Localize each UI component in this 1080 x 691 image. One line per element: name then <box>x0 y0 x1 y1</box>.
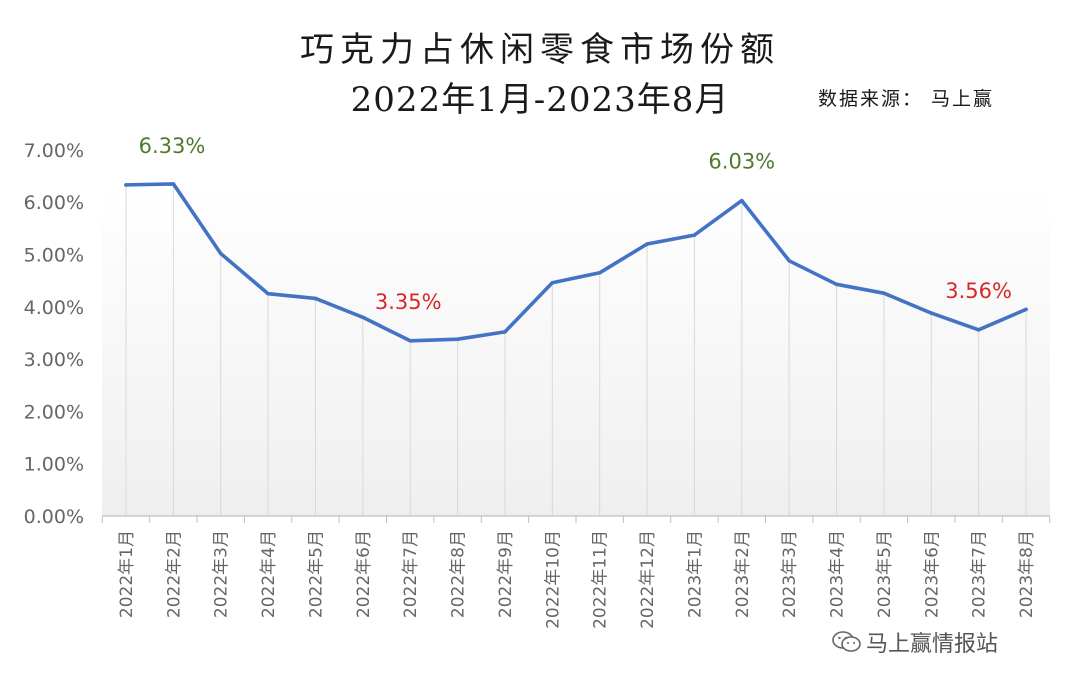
data-point <box>408 338 413 343</box>
x-tick-label: 2023年8月 <box>1017 530 1037 618</box>
x-tick-label: 2022年2月 <box>164 530 184 618</box>
x-tick-label: 2022年11月 <box>591 530 611 629</box>
watermark: 马上赢情报站 <box>832 626 998 660</box>
data-point <box>645 242 649 246</box>
data-point <box>266 291 270 296</box>
data-point <box>171 182 176 186</box>
y-tick-label: 6.00% <box>24 192 84 214</box>
data-point <box>976 328 981 332</box>
y-tick-label: 0.00% <box>24 506 84 528</box>
data-label: 6.03% <box>708 150 775 174</box>
y-tick-label: 4.00% <box>24 297 84 319</box>
x-tick-label: 2022年6月 <box>354 530 374 618</box>
chart-title-line1: 巧克力占休闲零食市场份额 <box>300 30 780 70</box>
x-tick-label: 2022年9月 <box>496 530 516 618</box>
x-tick-label: 2023年1月 <box>685 530 705 618</box>
y-tick-label: 7.00% <box>24 140 84 162</box>
x-tick-label: 2022年1月 <box>117 530 137 618</box>
plot-background <box>102 185 1050 516</box>
data-point <box>739 198 744 203</box>
x-tick-label: 2023年6月 <box>922 530 942 618</box>
x-tick-label: 2022年5月 <box>306 530 326 618</box>
data-point <box>550 280 555 285</box>
data-point <box>361 315 365 320</box>
y-tick-label: 2.00% <box>24 401 84 423</box>
data-label: 3.56% <box>945 279 1012 303</box>
data-point <box>1024 307 1028 312</box>
data-label: 3.35% <box>375 290 442 314</box>
x-tick-label: 2023年4月 <box>828 530 848 618</box>
data-point <box>834 282 839 287</box>
x-tick-label: 2022年4月 <box>259 530 279 618</box>
x-tick-label: 2022年8月 <box>449 530 469 618</box>
series-line <box>124 182 1028 343</box>
data-source-label: 数据来源： 马上赢 <box>818 88 995 110</box>
x-tick-label: 2022年3月 <box>212 530 232 618</box>
data-point <box>455 337 460 342</box>
data-label: 6.33% <box>139 134 206 158</box>
data-point <box>929 311 934 315</box>
data-point <box>882 291 886 296</box>
x-tick-label: 2022年12月 <box>638 530 658 629</box>
x-tick-label: 2023年7月 <box>970 530 990 618</box>
chart-title-line2: 2022年1月-2023年8月 <box>350 80 730 120</box>
x-tick-label: 2022年10月 <box>543 530 563 629</box>
data-point <box>218 251 223 256</box>
x-tick-label: 2023年5月 <box>875 530 895 618</box>
watermark-text: 马上赢情报站 <box>866 632 999 657</box>
wechat-icon <box>832 630 862 660</box>
data-point <box>124 183 128 187</box>
data-point <box>787 258 791 263</box>
y-tick-label: 3.00% <box>24 349 84 371</box>
y-tick-label: 1.00% <box>24 454 84 476</box>
data-point <box>692 233 697 237</box>
data-point <box>503 330 507 334</box>
x-tick-label: 2023年3月 <box>780 530 800 618</box>
y-tick-label: 5.00% <box>24 245 84 267</box>
x-tick-label: 2023年2月 <box>733 530 753 618</box>
data-point <box>313 296 318 301</box>
data-point <box>597 271 602 275</box>
x-tick-label: 2022年7月 <box>401 530 421 618</box>
